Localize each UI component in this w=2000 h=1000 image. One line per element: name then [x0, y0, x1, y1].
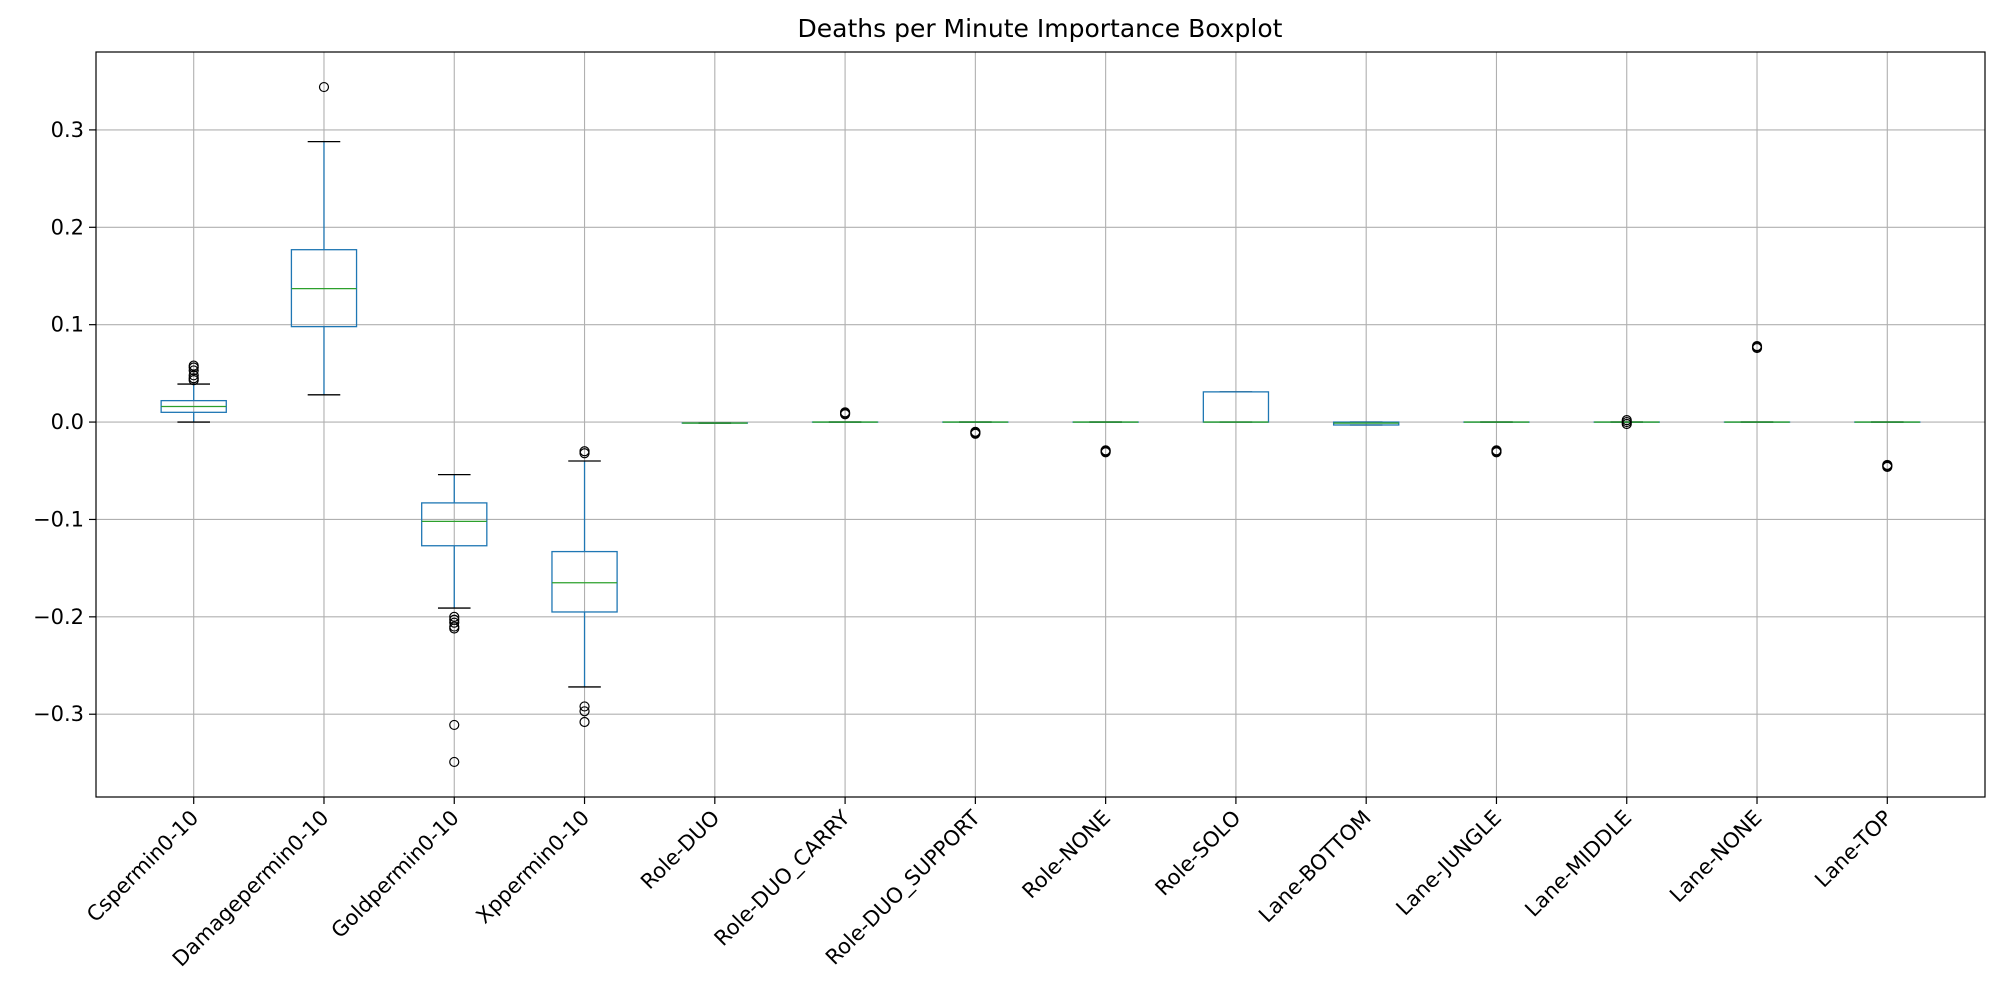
outlier-point	[579, 701, 590, 712]
box-lane-top	[1854, 421, 1921, 472]
outlier-point	[449, 617, 460, 628]
x-tick-label: Cspermin0-10	[82, 806, 203, 927]
x-axis: Cspermin0-10Damagepermin0-10Goldpermin0-…	[82, 797, 1897, 971]
outlier-point	[1751, 341, 1763, 352]
y-tick-label: 0.1	[51, 313, 84, 337]
outlier-point	[188, 360, 199, 371]
outlier-point	[839, 407, 851, 418]
y-axis: −0.3 −0.2 −0.1 0.0 0.1 0.2 0.3	[33, 118, 96, 726]
outlier-point	[449, 719, 460, 731]
outlier-point	[449, 623, 460, 634]
box-lane-middle	[1593, 415, 1660, 430]
outlier-point	[188, 370, 199, 381]
iqr-box	[551, 550, 618, 613]
box-role-duo-carry	[811, 407, 879, 423]
box-role-duo-support	[942, 421, 1009, 439]
box-damagepermin0-10	[290, 81, 358, 396]
outlier-point	[1100, 447, 1111, 458]
x-tick-label: Role-DUO_CARRY	[710, 805, 856, 951]
box-lane-bottom	[1332, 421, 1400, 426]
outlier-point	[449, 756, 460, 768]
grid-lines	[96, 52, 1985, 797]
box-cspermin0-10	[160, 360, 227, 423]
x-tick-label: Lane-MIDDLE	[1520, 806, 1636, 922]
plot-frame	[95, 51, 1986, 798]
x-tick-label: Role-NONE	[1018, 806, 1116, 904]
outlier-point	[1491, 447, 1502, 458]
x-tick-label: Lane-BOTTOM	[1254, 806, 1376, 928]
x-tick-label: Lane-NONE	[1665, 806, 1767, 908]
y-tick-label: −0.2	[33, 605, 84, 629]
chart-title: Deaths per Minute Importance Boxplot	[797, 14, 1283, 43]
outlier-point	[579, 706, 590, 717]
boxes-layer	[160, 81, 1921, 768]
box-lane-none	[1723, 341, 1791, 423]
box-role-none	[1072, 421, 1139, 458]
outlier-point	[188, 373, 199, 384]
x-tick-label: Lane-TOP	[1810, 806, 1897, 893]
x-tick-label: Role-DUO	[636, 806, 724, 894]
y-tick-label: −0.1	[33, 507, 84, 531]
box-lane-jungle	[1463, 421, 1530, 458]
outlier-point	[188, 365, 199, 376]
x-tick-label: Lane-JUNGLE	[1391, 806, 1506, 921]
outlier-point	[579, 448, 590, 459]
x-tick-label: Xppermin0-10	[471, 806, 594, 929]
outlier-point	[449, 611, 460, 622]
y-tick-label: 0.3	[51, 118, 84, 142]
y-tick-label: 0.0	[51, 410, 84, 434]
box-goldpermin0-10	[421, 474, 488, 768]
box-xppermin0-10	[551, 446, 618, 728]
x-tick-label: Goldpermin0-10	[327, 806, 464, 943]
outlier-point	[1882, 461, 1893, 472]
box-role-solo	[1202, 391, 1270, 423]
y-tick-label: −0.3	[33, 702, 84, 726]
outlier-point	[1621, 415, 1632, 426]
x-tick-label: Role-SOLO	[1151, 806, 1246, 901]
y-tick-label: 0.2	[51, 215, 84, 239]
outlier-point	[579, 716, 590, 728]
outlier-point	[318, 81, 330, 93]
outlier-point	[970, 428, 981, 439]
iqr-box	[421, 502, 488, 547]
